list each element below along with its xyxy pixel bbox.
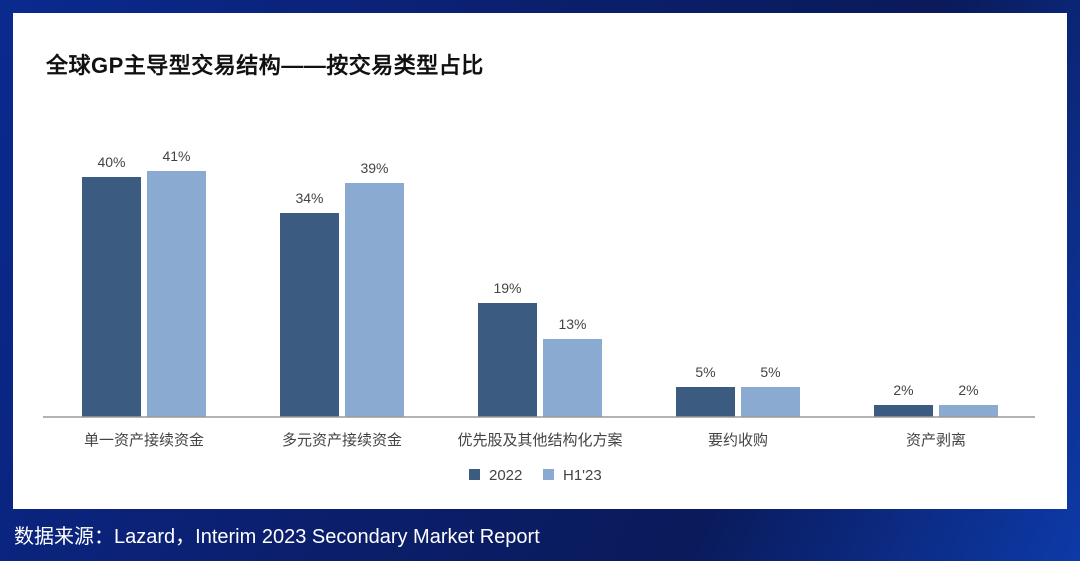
data-label-2-0: 19% (493, 280, 521, 296)
data-label-0-0: 40% (97, 154, 125, 170)
category-label-4: 资产剥离 (906, 432, 966, 449)
bar-0-0 (82, 177, 141, 417)
chart-title: 全球GP主导型交易结构——按交易类型占比 (46, 53, 484, 78)
data-label-3-0: 5% (695, 364, 715, 380)
legend-swatch-1 (543, 469, 554, 480)
data-label-2-1: 13% (558, 316, 586, 332)
bar-1-0 (280, 213, 339, 417)
bar-2-1 (543, 339, 602, 417)
legend-swatch-0 (469, 469, 480, 480)
data-label-1-1: 39% (360, 160, 388, 176)
bar-3-1 (741, 387, 800, 417)
category-label-0: 单一资产接续资金 (84, 432, 204, 449)
bar-chart: 40% 34% 19% 5% 2% 41% 39% 13% 5% 2% 单一资产接续资金 多元资产接续… (43, 148, 1035, 484)
data-label-4-0: 2% (893, 382, 913, 398)
data-label-1-0: 34% (295, 190, 323, 206)
bar-4-0 (874, 405, 933, 417)
data-label-0-1: 41% (162, 148, 190, 164)
source-note: 数据来源：Lazard，Interim 2023 Secondary Marke… (14, 526, 540, 548)
legend-label-0: 2022 (489, 467, 522, 484)
data-label-4-1: 2% (958, 382, 978, 398)
legend-label-1: H1'23 (563, 467, 602, 484)
bar-0-1 (147, 171, 206, 417)
bar-1-1 (345, 183, 404, 417)
category-label-3: 要约收购 (708, 432, 768, 449)
category-label-2: 优先股及其他结构化方案 (457, 431, 622, 449)
data-label-3-1: 5% (760, 364, 780, 380)
bar-3-0 (676, 387, 735, 417)
bar-4-1 (939, 405, 998, 417)
chart-card: 全球GP主导型交易结构——按交易类型占比 40% 34% 19% 5% 2% 41% 39%… (13, 13, 1067, 509)
category-label-1: 多元资产接续资金 (282, 432, 402, 449)
bar-2-0 (478, 303, 537, 417)
